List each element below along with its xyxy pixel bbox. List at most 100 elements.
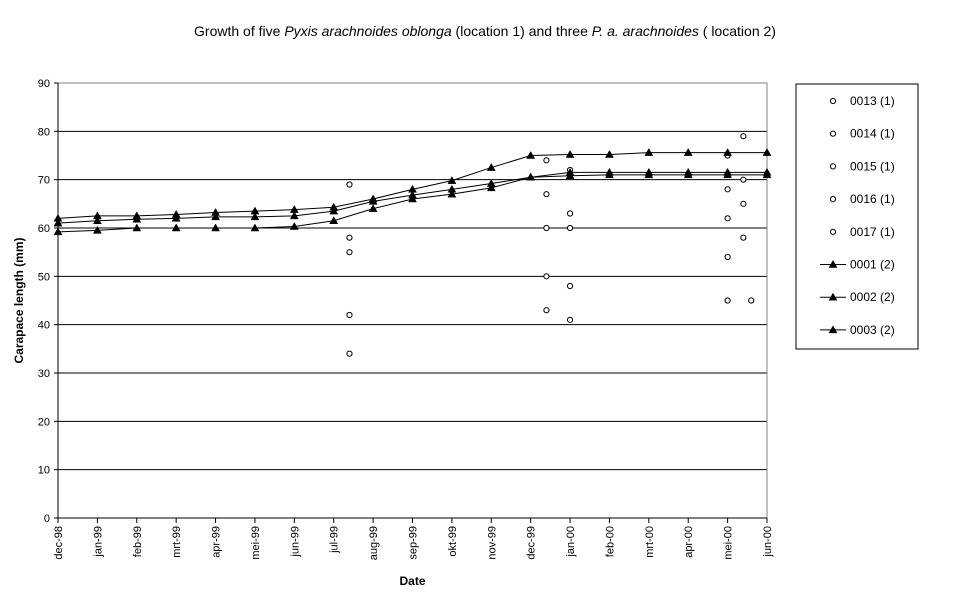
data-point [250,223,260,232]
data-point [543,191,550,198]
data-point [565,171,575,180]
data-point [605,150,614,158]
x-tick-label: dec-98 [53,526,65,560]
data-point [683,148,693,156]
x-tick-label: mrt-00 [644,526,656,558]
legend-marker [828,325,838,334]
chart-title-part: ( location 2) [699,23,776,39]
y-tick-label: 20 [38,416,50,428]
data-point [132,214,142,223]
data-point [289,222,299,230]
data-point [543,273,550,280]
legend-item: 0001 (2) [820,258,895,272]
x-tick-label: okt-99 [447,526,459,557]
data-point [368,204,378,212]
data-point [723,148,733,156]
legend-label: 0013 (1) [850,94,895,108]
legend-label: 0014 (1) [850,127,895,141]
data-point [346,249,353,256]
data-point [171,223,181,232]
x-tick-label: jul-99 [329,526,341,554]
x-tick-label: dec-99 [526,526,538,560]
chart-title-part: Pyxis arachnoides oblonga [284,23,452,39]
x-tick-label: mei-00 [723,526,735,560]
x-axis-title: Date [399,574,425,588]
legend-label: 0001 (2) [850,258,895,272]
data-point [346,311,353,319]
chart-title-part: Growth of five [194,23,284,39]
series-0013-1 [346,133,747,188]
data-point [748,297,755,304]
legend-item: 0016 (1) [829,192,895,206]
x-tick-label: apr-99 [211,526,223,558]
x-tick-label: jun-99 [289,526,301,558]
legend-label: 0002 (2) [850,290,895,304]
data-point [132,223,142,232]
series-0001-2 [53,148,772,222]
data-point [740,176,747,183]
x-tick-label: mei-99 [250,526,262,560]
data-point [724,253,731,261]
data-point [724,215,731,222]
data-point [644,170,654,179]
legend-item: 0003 (2) [820,323,895,337]
data-point [289,211,299,220]
grid-lines [58,130,767,471]
data-point [526,150,536,159]
legend-item: 0002 (2) [820,290,895,304]
x-tick-label: jan-00 [565,526,577,558]
x-tick-label: sep-99 [408,526,420,560]
legend-item: 0015 (1) [829,159,895,173]
plot-area-border [57,82,768,519]
data-point [92,216,102,224]
data-point [53,218,63,227]
legend: 0013 (1) 0014 (1) 0015 (1) 0016 (1) 0017 (1)… [795,83,919,350]
data-point [762,148,772,156]
legend-marker [828,259,838,268]
x-tick-label: jan-99 [92,526,104,558]
data-point [723,170,733,179]
y-tick-label: 70 [38,175,50,187]
data-point [762,170,772,179]
data-point [683,170,693,179]
data-point [644,148,654,156]
data-point [211,223,220,232]
data-point [565,150,575,158]
legend-label: 0015 (1) [850,159,895,173]
legend-marker [829,196,837,203]
axes [54,82,768,523]
data-point [543,224,550,232]
chart-title-part: (location 1) and three [452,23,592,39]
data-point [566,224,574,232]
data-point [566,282,574,290]
data-point [486,183,496,192]
data-point [329,206,339,215]
chart-title: Growth of five Pyxis arachnoides oblonga… [194,23,776,39]
x-tick-label: feb-00 [604,526,616,557]
series-0014-1 [346,152,747,241]
data-point [346,234,353,241]
data-point [740,200,747,207]
series-0003-2 [53,170,772,236]
legend-marker [829,228,837,235]
x-tick-label: nov-99 [486,526,498,560]
x-tick-label: aug-99 [368,526,380,560]
data-point [171,213,181,222]
data-point [740,133,747,140]
x-tick-labels: dec-98 jan-99 feb-99 mrt-99 apr-99 mei-99 jun-… [53,526,774,560]
y-tick-label: 80 [38,126,50,138]
data-point [346,350,353,357]
y-tick-label: 0 [44,513,50,525]
y-tick-labels: 0 10 20 30 40 50 60 70 80 90 [38,78,50,525]
data-point [53,227,63,236]
data-point [543,157,550,164]
data-point [346,181,353,188]
legend-marker [829,97,837,105]
data-point [740,234,747,241]
data-point [486,163,496,171]
legend-marker [828,292,838,301]
series-line [57,174,767,233]
data-point [543,307,550,314]
